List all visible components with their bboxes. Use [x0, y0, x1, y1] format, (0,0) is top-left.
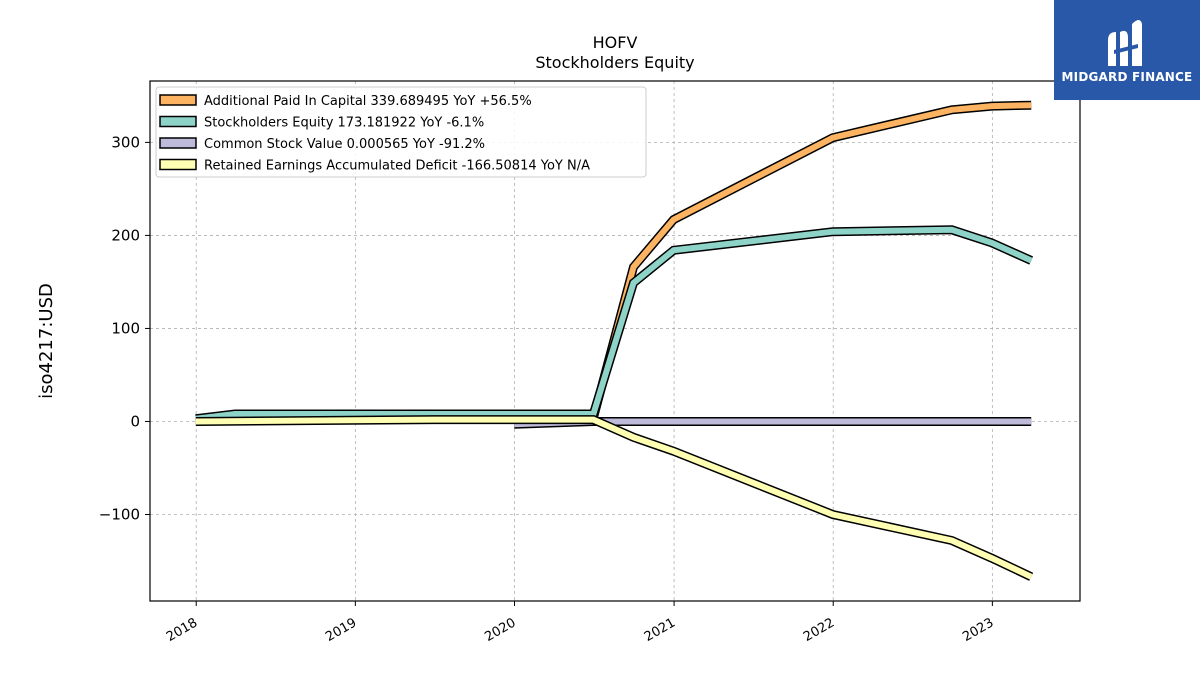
series-additional-paid-in-capital [589, 100, 1032, 419]
series-line-outline [195, 225, 1034, 424]
brand-name: MIDGARD FINANCE [1061, 70, 1193, 84]
y-tick-label: −100 [99, 505, 140, 523]
legend-swatch [159, 158, 197, 171]
legend-box [155, 86, 647, 178]
plot-frame [149, 80, 1081, 602]
series-line [195, 416, 1033, 580]
x-tick-label: 2023 [960, 615, 996, 645]
x-tick-label: 2020 [482, 615, 518, 645]
legend-swatch [159, 115, 197, 128]
legend-label: Retained Earnings Accumulated Deficit -1… [204, 159, 590, 174]
series-line-outline [195, 415, 1034, 581]
x-tick-label: 2018 [164, 615, 200, 645]
series-retained-earnings-accumulated-deficit [195, 415, 1034, 581]
series-line [590, 102, 1032, 419]
y-tick-label: 100 [111, 319, 140, 337]
series-layer [195, 100, 1034, 581]
legend-label: Stockholders Equity 173.181922 YoY -6.1% [204, 116, 484, 131]
chart-title: HOFV [593, 33, 638, 52]
chart-subtitle: Stockholders Equity [535, 53, 694, 72]
series-line [195, 226, 1033, 422]
legend-swatch [159, 94, 197, 106]
x-tick-label: 2021 [642, 615, 678, 645]
y-tick-label: 0 [130, 412, 140, 430]
y-tick-label: 200 [111, 226, 140, 244]
legend: Additional Paid In Capital 339.689495 Yo… [155, 86, 647, 178]
brand-logo: MIDGARD FINANCE [1054, 0, 1200, 100]
x-tick-label: 2022 [801, 615, 837, 645]
y-axis: 300 200 100 0 −100 [99, 133, 150, 523]
y-tick-label: 300 [111, 133, 140, 151]
logo-mark-icon [1108, 20, 1142, 66]
legend-label: Common Stock Value 0.000565 YoY -91.2% [204, 137, 485, 152]
legend-label: Additional Paid In Capital 339.689495 Yo… [204, 94, 532, 109]
y-axis-label: iso4217:USD [36, 283, 57, 399]
series-stockholders-equity [195, 225, 1034, 424]
legend-swatch [159, 137, 197, 149]
x-axis: 2018 2019 2020 2021 2022 2023 [164, 601, 996, 645]
x-tick-label: 2019 [323, 615, 359, 645]
